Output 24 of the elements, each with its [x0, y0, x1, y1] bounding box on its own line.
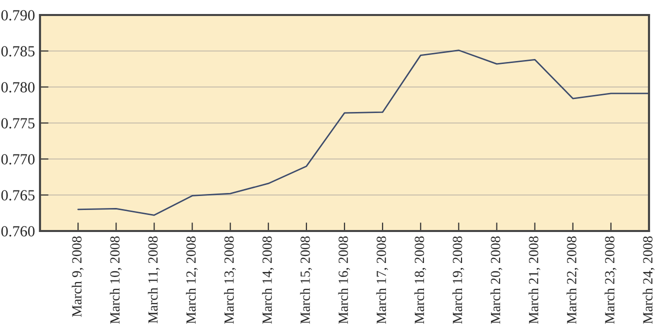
x-tick-label: March 24, 2008: [642, 236, 654, 324]
x-tick-label: March 18, 2008: [414, 236, 426, 324]
x-tick-label: March 22, 2008: [566, 236, 578, 324]
y-tick-label: 0.765: [1, 190, 35, 201]
x-tick-label: March 23, 2008: [604, 236, 616, 324]
y-tick-label: 0.770: [1, 154, 35, 165]
x-tick-label: March 17, 2008: [376, 236, 388, 324]
x-tick-label: March 15, 2008: [300, 236, 312, 324]
x-tick-label: March 21, 2008: [528, 236, 540, 324]
y-tick-label: 0.780: [1, 82, 35, 93]
x-tick-label: March 19, 2008: [452, 236, 464, 324]
x-tick-label: March 13, 2008: [224, 236, 236, 324]
x-tick-label: March 11, 2008: [148, 236, 160, 324]
line-series: [77, 50, 649, 216]
x-tick-label: March 16, 2008: [338, 236, 350, 324]
x-tick-label: March 10, 2008: [110, 236, 122, 324]
x-tick-label: March 12, 2008: [186, 236, 198, 324]
y-tick-label: 0.775: [1, 118, 35, 129]
x-tick-label: March 14, 2008: [262, 236, 274, 324]
x-tick-label: March 20, 2008: [490, 236, 502, 324]
y-tick-label: 0.790: [1, 10, 35, 21]
x-tick-label: March 9, 2008: [72, 236, 84, 317]
y-tick-label: 0.760: [1, 226, 35, 237]
y-tick-label: 0.785: [1, 46, 35, 57]
